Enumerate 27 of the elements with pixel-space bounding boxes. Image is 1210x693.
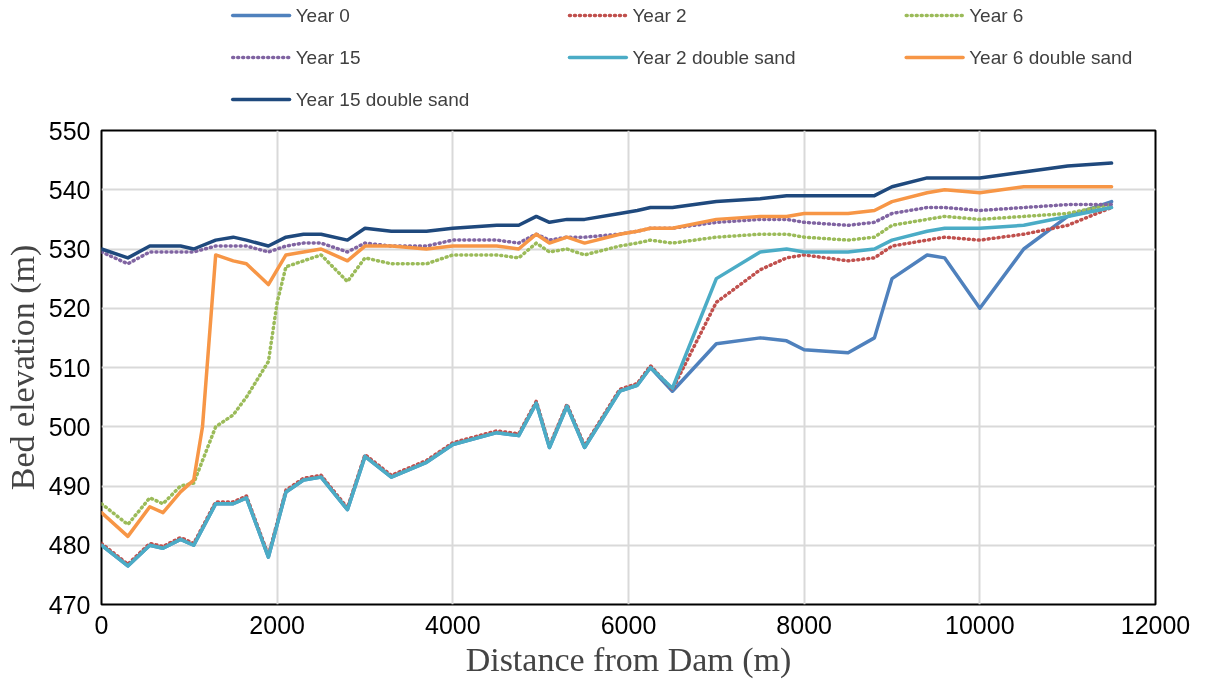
legend-label: Year 0 [295, 5, 350, 26]
x-tick-label: 12000 [1120, 610, 1191, 639]
y-tick-label: 500 [48, 412, 91, 441]
x-tick-label: 0 [94, 610, 109, 639]
x-tick-label: 4000 [425, 610, 481, 639]
legend-label: Year 2 double sand [632, 47, 796, 68]
legend-label: Year 15 double sand [295, 89, 470, 110]
x-tick-label: 10000 [945, 610, 1015, 639]
legend-label: Year 6 [969, 5, 1024, 26]
y-tick-label: 480 [48, 531, 91, 560]
y-tick-label: 470 [48, 590, 91, 619]
y-axis-title: Bed elevation (m) [3, 244, 42, 491]
y-tick-label: 530 [48, 235, 91, 263]
y-tick-label: 490 [48, 472, 91, 500]
x-tick-label: 8000 [776, 610, 832, 639]
line-series [101, 202, 1114, 266]
x-tick-label: 6000 [600, 610, 657, 639]
line-series [101, 161, 1114, 260]
legend-label: Year 15 [295, 47, 361, 68]
x-tick-label: 2000 [249, 610, 305, 639]
legend-label: Year 2 [632, 5, 687, 26]
x-axis-title: Distance from Dam (m) [465, 640, 792, 679]
y-tick-label: 540 [48, 175, 91, 204]
y-tick-label: 520 [48, 294, 91, 323]
y-tick-label: 550 [48, 116, 91, 145]
y-tick-label: 510 [48, 353, 91, 382]
legend-label: Year 6 double sand [969, 47, 1133, 68]
